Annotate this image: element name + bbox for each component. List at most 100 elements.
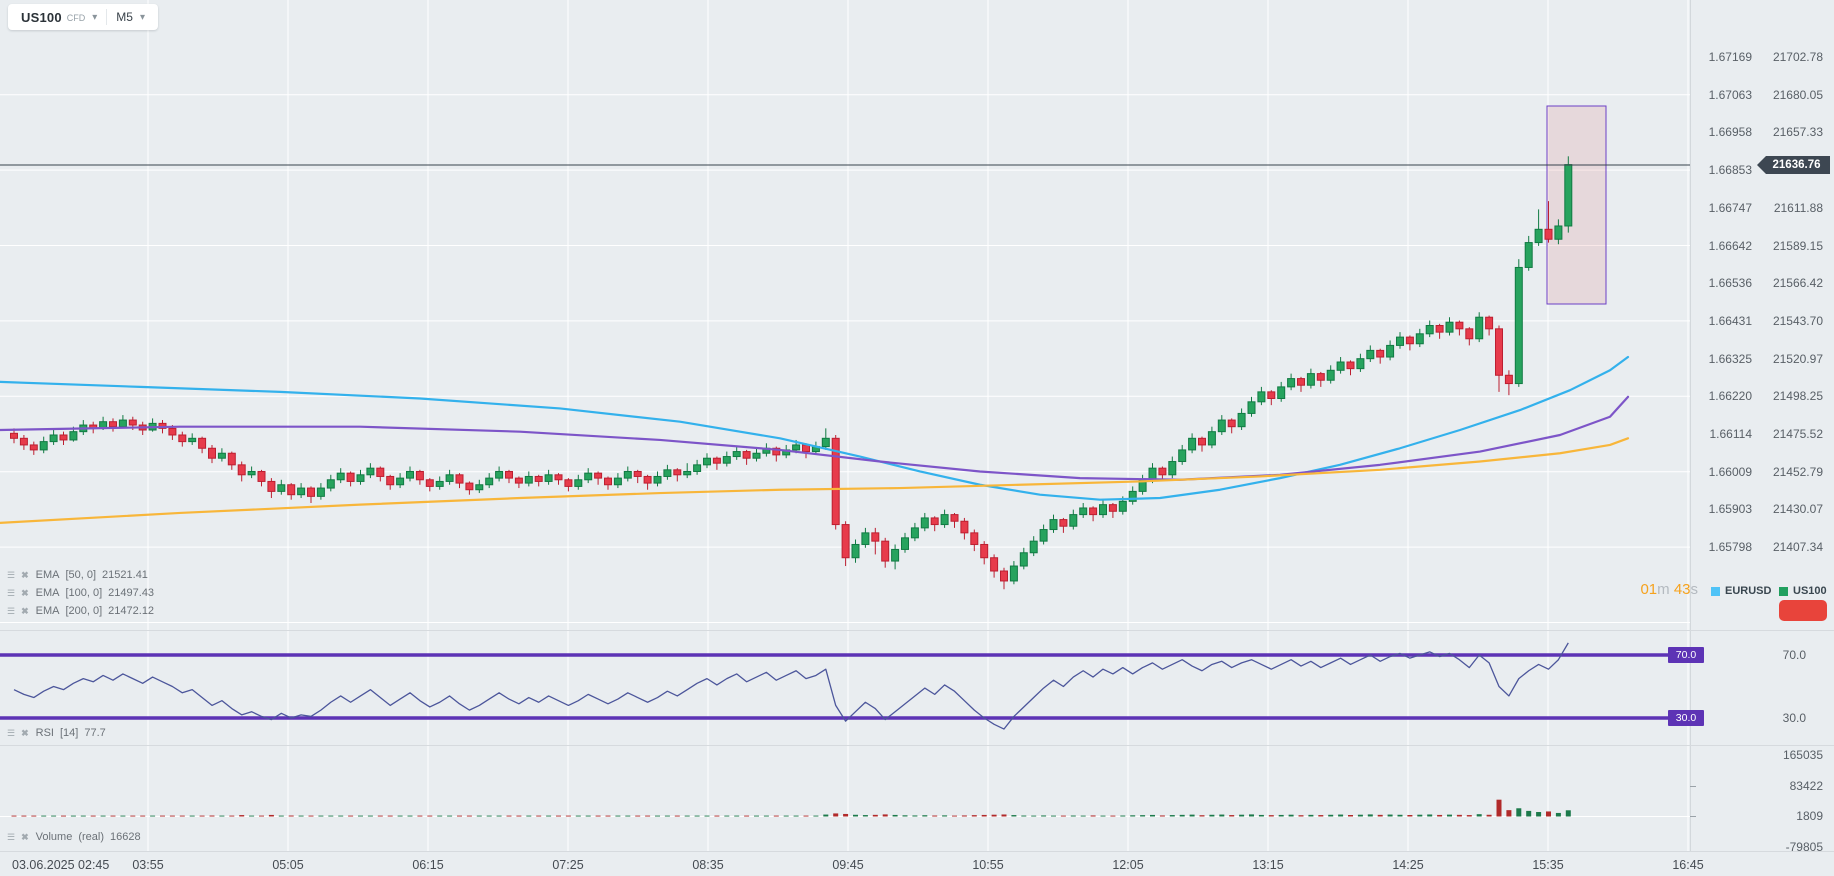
indicator-close-icon[interactable]: ✖: [21, 587, 29, 598]
time-label: 09:45: [832, 858, 864, 872]
date-time-label: 03.06.2025 02:45: [12, 858, 110, 872]
eurusd-scale-label: 1.66009: [1708, 464, 1752, 479]
eurusd-scale-label: 1.66220: [1708, 389, 1752, 404]
us100-color-swatch-icon: [1779, 586, 1788, 596]
indicator-value: 77.7: [84, 727, 106, 739]
eurusd-scale-label: 1.66642: [1708, 238, 1752, 253]
us100-scale-label: 21657.33: [1772, 125, 1823, 140]
price-axis-separator: [1690, 0, 1691, 852]
us100-scale-label: 21520.97: [1772, 351, 1823, 366]
axis-tick: [1690, 816, 1696, 818]
time-axis[interactable]: 03.06.2025 02:45 03:55 05:05 06:15 07:25 08:3…: [0, 852, 1834, 876]
us100-scale-label: 21680.05: [1772, 87, 1823, 102]
series-label: US100: [1793, 585, 1827, 597]
indicator-value: 21472.12: [108, 605, 155, 617]
indicator-close-icon[interactable]: ✖: [21, 727, 29, 738]
chevron-down-icon: ▾: [92, 12, 98, 23]
countdown-seconds: 43: [1673, 581, 1691, 598]
rsi-level-30-badge: 30.0: [1668, 710, 1704, 726]
price-axis[interactable]: 1.67169 21702.78 1.67063 21680.05 1.66958 216…: [1690, 0, 1834, 854]
price-axis-row: 1.66220 21498.25: [1690, 388, 1834, 404]
volume-scale-label: 165035: [1782, 748, 1823, 762]
time-label: 07:25: [552, 858, 584, 872]
indicator-settings-icon[interactable]: ☰: [7, 605, 16, 616]
eurusd-color-swatch-icon: [1711, 586, 1720, 596]
indicator-value: 21497.43: [108, 587, 155, 599]
bar-countdown-timer: 01m 43s: [1560, 581, 1698, 598]
price-axis-row: 1.66325 21520.97: [1690, 351, 1834, 367]
indicator-settings-icon[interactable]: ☰: [7, 831, 16, 842]
pane-separator-main-rsi[interactable]: [0, 630, 1834, 631]
indicator-name: EMA: [35, 569, 60, 581]
chart-canvas[interactable]: [0, 0, 1690, 852]
indicator-name: EMA: [35, 605, 60, 617]
volume-scale-label: 83422: [1789, 778, 1823, 793]
price-axis-row: 1.66853: [1690, 162, 1834, 178]
indicator-params: [200, 0]: [65, 605, 103, 617]
time-label: 05:05: [272, 858, 304, 872]
volume-scale-label: -79805: [1785, 839, 1823, 854]
indicator-name: EMA: [35, 587, 60, 599]
chevron-down-icon: ▾: [139, 12, 145, 23]
eurusd-scale-label: 1.65798: [1708, 540, 1752, 555]
eurusd-scale-label: 1.66853: [1708, 163, 1752, 178]
countdown-minutes: 01: [1640, 581, 1658, 598]
sell-trade-button[interactable]: [1779, 600, 1827, 621]
us100-scale-label: 21430.07: [1772, 502, 1823, 517]
indicator-params: [14]: [59, 727, 79, 739]
time-label: 14:25: [1392, 858, 1424, 872]
symbol-label: US100: [21, 9, 62, 25]
us100-scale-label: 21589.15: [1772, 238, 1823, 253]
price-axis-row: 1.66958 21657.33: [1690, 124, 1834, 140]
indicator-params: [100, 0]: [65, 587, 103, 599]
countdown-seconds-unit: s: [1690, 581, 1699, 598]
ema100-legend: ☰ ✖ EMA [100, 0] 21497.43: [7, 587, 160, 599]
price-axis-row: 1.67169 21702.78: [1690, 49, 1834, 65]
indicator-close-icon[interactable]: ✖: [21, 569, 29, 580]
time-label: 06:15: [412, 858, 444, 872]
countdown-minutes-unit: m: [1657, 581, 1670, 598]
price-axis-row: 1.65903 21430.07: [1690, 501, 1834, 517]
toolbar-divider: [106, 9, 108, 25]
price-axis-row: 1.66536 21566.42: [1690, 275, 1834, 291]
time-label: 16:45: [1672, 858, 1704, 872]
ema200-legend: ☰ ✖ EMA [200, 0] 21472.12: [7, 605, 160, 617]
indicator-settings-icon[interactable]: ☰: [7, 587, 16, 598]
time-label: 03:55: [132, 858, 164, 872]
indicator-close-icon[interactable]: ✖: [21, 605, 29, 616]
volume-legend: ☰ ✖ Volume (real) 16628: [7, 831, 147, 843]
chart-toolbar: US100 CFD ▾ M5 ▾: [8, 4, 158, 30]
eurusd-scale-label: 1.66114: [1709, 427, 1753, 441]
indicator-value: 16628: [110, 831, 141, 843]
rsi-scale-label: 70.0: [1782, 648, 1806, 662]
eurusd-scale-label: 1.66958: [1708, 125, 1752, 140]
series-legend-eurusd[interactable]: EURUSD: [1711, 585, 1771, 597]
price-axis-row: 1.66009 21452.79: [1690, 464, 1834, 480]
symbol-selector[interactable]: US100 CFD ▾: [12, 4, 106, 30]
rsi-scale-label: 30.0: [1782, 711, 1806, 725]
us100-scale-label: 21407.34: [1772, 540, 1823, 555]
timeframe-label: M5: [116, 10, 133, 24]
axis-tick: [1690, 785, 1696, 787]
eurusd-scale-label: 1.65903: [1708, 502, 1752, 517]
us100-scale-label: 21566.42: [1772, 276, 1823, 291]
series-legend-us100[interactable]: US100: [1779, 585, 1827, 597]
eurusd-scale-label: 1.66431: [1708, 313, 1752, 328]
indicator-close-icon[interactable]: ✖: [21, 831, 29, 842]
us100-scale-label: 21543.70: [1772, 313, 1823, 328]
timeframe-selector[interactable]: M5 ▾: [107, 4, 154, 30]
pane-separator-volume-timeaxis: [0, 851, 1834, 852]
price-axis-row: 1.66642 21589.15: [1690, 238, 1834, 254]
price-axis-row: 1.65798 21407.34: [1690, 539, 1834, 555]
indicator-settings-icon[interactable]: ☰: [7, 569, 16, 580]
series-label: EURUSD: [1725, 585, 1772, 597]
volume-scale-label: 1809: [1796, 809, 1823, 824]
eurusd-scale-label: 1.67063: [1708, 87, 1752, 102]
indicator-name: RSI: [35, 727, 54, 739]
us100-scale-label: 21498.25: [1772, 389, 1823, 404]
indicator-settings-icon[interactable]: ☰: [7, 727, 16, 738]
time-label: 08:35: [692, 858, 724, 872]
time-label: 12:05: [1112, 858, 1144, 872]
pane-separator-rsi-volume[interactable]: [0, 745, 1834, 746]
